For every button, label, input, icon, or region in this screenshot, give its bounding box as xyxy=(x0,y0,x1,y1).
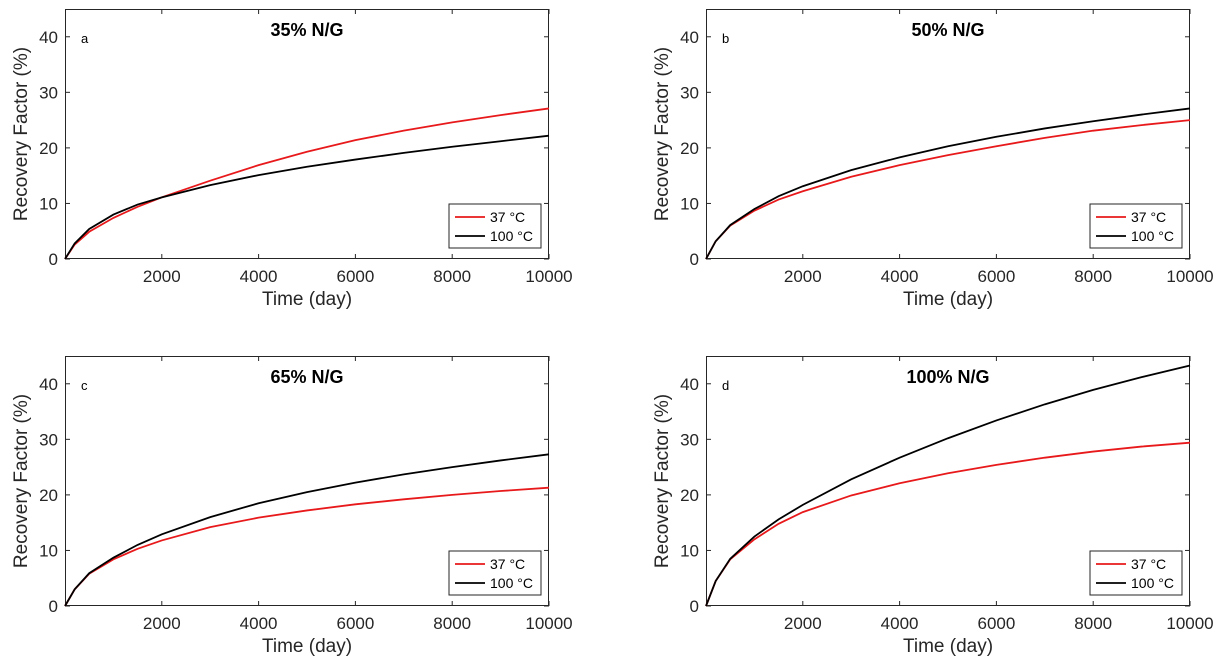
x-tick-label: 2000 xyxy=(143,267,181,286)
y-tick-label: 0 xyxy=(690,250,699,269)
x-tick-label: 6000 xyxy=(977,267,1015,286)
x-tick-label: 8000 xyxy=(433,267,471,286)
x-tick-label: 4000 xyxy=(240,614,278,633)
y-tick-label: 0 xyxy=(49,597,58,616)
y-tick-label: 20 xyxy=(680,139,699,158)
series-line-1 xyxy=(705,107,1191,260)
legend-box xyxy=(1089,550,1183,596)
y-tick-label: 30 xyxy=(39,83,58,102)
x-tick-label: 10000 xyxy=(1166,267,1213,286)
series-line-0 xyxy=(64,107,550,260)
panel-letter: d xyxy=(722,378,729,393)
legend-label-0: 37 °C xyxy=(490,209,525,225)
x-axis-label: Time (day) xyxy=(903,636,993,657)
y-tick-label: 20 xyxy=(39,486,58,505)
panel-letter: b xyxy=(722,31,729,46)
y-tick-label: 40 xyxy=(680,375,699,394)
y-tick-label: 0 xyxy=(49,250,58,269)
axes-box xyxy=(65,356,549,606)
x-tick-label: 8000 xyxy=(1074,267,1112,286)
legend-label-1: 100 °C xyxy=(1131,228,1174,244)
y-tick-label: 30 xyxy=(680,83,699,102)
legend-box xyxy=(1089,203,1183,249)
y-axis-label: Recovery Factor (%) xyxy=(652,47,673,221)
panel-title: 100% N/G xyxy=(906,367,989,387)
x-tick-label: 2000 xyxy=(143,614,181,633)
legend: 37 °C 100 °C xyxy=(1089,550,1183,596)
x-tick-label: 4000 xyxy=(240,267,278,286)
x-tick-label: 6000 xyxy=(336,267,374,286)
x-tick-label: 4000 xyxy=(881,267,919,286)
legend-label-0: 37 °C xyxy=(1131,209,1166,225)
chart-panel-b: 2000 4000 6000 8000 10000 0 10 20 30 40 Time (day)… xyxy=(652,9,1214,310)
legend-label-1: 100 °C xyxy=(1131,575,1174,591)
axes-box xyxy=(706,356,1190,606)
legend-label-1: 100 °C xyxy=(490,228,533,244)
legend-label-0: 37 °C xyxy=(1131,556,1166,572)
legend: 37 °C 100 °C xyxy=(1089,203,1183,249)
y-tick-label: 10 xyxy=(680,194,699,213)
y-axis-label: Recovery Factor (%) xyxy=(11,394,32,568)
legend-label-0: 37 °C xyxy=(490,556,525,572)
x-tick-label: 8000 xyxy=(1074,614,1112,633)
panel-letter: a xyxy=(81,31,89,46)
panel-title: 65% N/G xyxy=(270,367,343,387)
axes-box xyxy=(706,9,1190,259)
x-tick-label: 2000 xyxy=(784,614,822,633)
chart-panel-a: 2000 4000 6000 8000 10000 0 10 20 30 40 Time (day)… xyxy=(11,9,573,310)
legend-box xyxy=(448,203,542,249)
series-line-1 xyxy=(64,134,550,260)
x-tick-label: 10000 xyxy=(1166,614,1213,633)
legend: 37 °C 100 °C xyxy=(448,203,542,249)
y-tick-label: 30 xyxy=(680,430,699,449)
panel-title: 35% N/G xyxy=(270,20,343,40)
y-tick-label: 40 xyxy=(680,28,699,47)
legend-label-1: 100 °C xyxy=(490,575,533,591)
y-axis-label: Recovery Factor (%) xyxy=(11,47,32,221)
y-tick-label: 20 xyxy=(680,486,699,505)
x-tick-label: 4000 xyxy=(881,614,919,633)
y-tick-label: 0 xyxy=(690,597,699,616)
x-tick-label: 6000 xyxy=(977,614,1015,633)
axes-box xyxy=(65,9,549,259)
legend: 37 °C 100 °C xyxy=(448,550,542,596)
chart-panel-c: 2000 4000 6000 8000 10000 0 10 20 30 40 Time (day)… xyxy=(11,356,573,657)
x-axis-label: Time (day) xyxy=(903,289,993,310)
x-tick-label: 10000 xyxy=(525,614,572,633)
x-tick-label: 6000 xyxy=(336,614,374,633)
panel-title: 50% N/G xyxy=(911,20,984,40)
y-axis-label: Recovery Factor (%) xyxy=(652,394,673,568)
y-tick-label: 20 xyxy=(39,139,58,158)
chart-panel-d: 2000 4000 6000 8000 10000 0 10 20 30 40 Time (day)… xyxy=(652,356,1214,657)
x-tick-label: 8000 xyxy=(433,614,471,633)
series-line-1 xyxy=(705,364,1191,607)
y-tick-label: 10 xyxy=(39,194,58,213)
x-axis-label: Time (day) xyxy=(262,289,352,310)
y-tick-label: 40 xyxy=(39,28,58,47)
x-tick-label: 2000 xyxy=(784,267,822,286)
x-tick-label: 10000 xyxy=(525,267,572,286)
panel-letter: c xyxy=(81,378,88,393)
y-tick-label: 40 xyxy=(39,375,58,394)
series-line-1 xyxy=(64,453,550,607)
y-tick-label: 10 xyxy=(39,541,58,560)
legend-box xyxy=(448,550,542,596)
x-axis-label: Time (day) xyxy=(262,636,352,657)
y-tick-label: 10 xyxy=(680,541,699,560)
y-tick-label: 30 xyxy=(39,430,58,449)
